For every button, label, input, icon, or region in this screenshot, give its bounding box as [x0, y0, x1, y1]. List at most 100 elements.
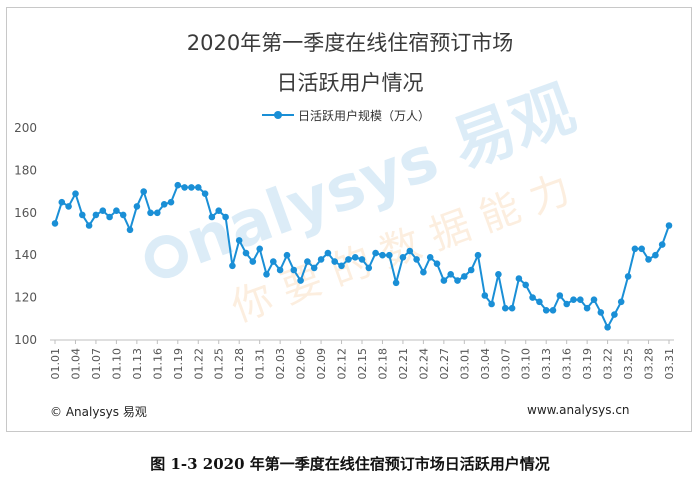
data-point: [85, 222, 93, 229]
data-point: [276, 266, 284, 274]
x-tick-label: 02.18: [376, 348, 389, 380]
data-point: [324, 249, 332, 257]
data-point: [577, 296, 584, 304]
chart-title-line2: 日活跃用户情况: [276, 71, 424, 95]
data-point: [65, 203, 72, 210]
data-point: [256, 245, 264, 253]
data-point: [645, 256, 652, 263]
x-tick-label: 03.13: [540, 348, 553, 380]
data-point: [351, 253, 359, 261]
data-point: [290, 266, 298, 274]
data-point: [270, 258, 277, 265]
data-point: [542, 307, 550, 314]
legend: 日活跃用户规模（万人）: [262, 106, 430, 124]
x-tick-label: 01.10: [110, 348, 123, 380]
data-point: [549, 307, 557, 314]
data-point: [140, 188, 147, 195]
data-point: [447, 271, 455, 278]
x-tick-label: 02.24: [417, 348, 430, 380]
x-tick-label: 01.25: [213, 348, 226, 380]
data-point: [488, 300, 495, 308]
data-point: [310, 264, 318, 272]
data-point: [113, 207, 120, 214]
data-point: [72, 190, 79, 197]
x-tick-label: 02.06: [295, 348, 308, 380]
data-point: [597, 309, 605, 316]
data-point: [106, 213, 113, 221]
x-tick-label: 01.31: [254, 348, 267, 380]
data-point: [433, 260, 441, 268]
y-tick-label: 160: [14, 206, 37, 220]
data-point: [154, 209, 161, 217]
data-point: [372, 249, 379, 257]
data-point: [188, 184, 195, 191]
data-point: [249, 258, 257, 265]
data-point: [126, 226, 134, 234]
x-tick-label: 02.03: [274, 348, 287, 380]
data-point: [392, 279, 400, 287]
data-point: [386, 251, 393, 259]
data-point: [215, 207, 222, 214]
x-tick-label: 03.16: [561, 348, 574, 380]
data-point: [624, 273, 632, 280]
data-point: [181, 184, 188, 191]
data-point: [99, 207, 107, 214]
data-point: [338, 262, 345, 270]
data-point: [440, 277, 448, 284]
data-point: [658, 241, 666, 248]
x-tick-label: 03.07: [499, 348, 512, 380]
data-point: [426, 253, 434, 261]
chart-frame: [6, 7, 692, 432]
data-point: [522, 281, 529, 289]
x-tick-label: 02.15: [356, 348, 369, 380]
data-point: [604, 324, 611, 331]
data-point: [263, 271, 270, 278]
data-point: [611, 311, 618, 318]
legend-label: 日活跃用户规模（万人）: [298, 108, 431, 123]
footer-website: www.analysys.cn: [527, 403, 630, 417]
data-point: [174, 181, 182, 189]
chart-title-line1: 2020年第一季度在线住宿预订市场: [186, 31, 514, 55]
data-point: [317, 256, 325, 263]
data-point: [454, 277, 461, 284]
data-point: [58, 198, 66, 206]
data-point: [119, 211, 127, 219]
footer-copyright: © Analysys 易观: [50, 405, 147, 419]
data-point: [467, 266, 475, 274]
data-point: [461, 273, 468, 280]
x-tick-label: 03.01: [458, 348, 471, 380]
data-point: [515, 275, 523, 282]
data-point: [536, 298, 543, 306]
x-tick-label: 03.28: [643, 348, 656, 380]
data-point: [399, 253, 407, 261]
data-point: [583, 304, 591, 312]
data-point: [617, 298, 625, 306]
data-point: [297, 277, 304, 284]
y-tick-label: 100: [14, 333, 37, 347]
data-point: [556, 292, 564, 299]
x-tick-label: 03.19: [581, 348, 594, 380]
data-point: [229, 262, 236, 270]
data-point: [133, 203, 141, 210]
x-tick-label: 01.13: [131, 348, 144, 380]
x-tick-label: 02.27: [438, 348, 451, 380]
x-tick-label: 02.09: [315, 348, 328, 380]
data-point: [474, 251, 482, 259]
data-point: [570, 296, 577, 304]
data-point: [563, 300, 570, 308]
data-point: [358, 256, 366, 263]
data-point: [304, 258, 311, 265]
data-point: [529, 294, 536, 301]
x-tick-label: 02.21: [397, 348, 410, 380]
data-point: [195, 184, 202, 191]
data-point: [79, 211, 86, 219]
x-tick-label: 03.10: [520, 348, 533, 380]
y-tick-label: 180: [14, 163, 37, 177]
data-point: [92, 211, 100, 219]
x-tick-label: 02.12: [336, 348, 349, 380]
data-point: [413, 256, 420, 263]
data-point: [208, 213, 216, 221]
data-point: [481, 292, 489, 299]
x-tick-label: 03.22: [602, 348, 615, 380]
